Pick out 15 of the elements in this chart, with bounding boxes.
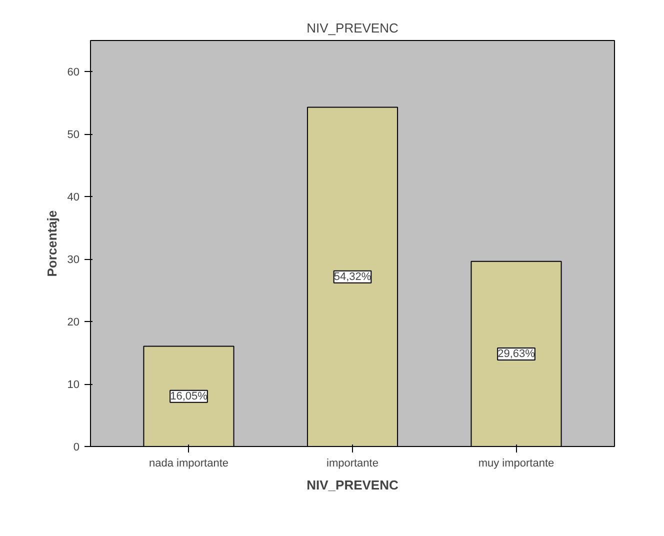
y-tick-label: 0	[73, 442, 80, 454]
y-tick-label: 60	[67, 66, 80, 79]
x-tick-label: muy importante	[478, 458, 554, 470]
chart-title: NIV_PREVENC	[306, 20, 398, 36]
x-tick-label: importante	[326, 458, 378, 470]
y-tick-label: 50	[67, 129, 80, 142]
data-label: 16,05%	[170, 390, 208, 402]
x-axis-title: NIV_PREVENC	[306, 478, 399, 492]
data-label: 29,63%	[498, 348, 536, 360]
y-axis-title: Porcentaje	[44, 210, 60, 277]
y-tick-label: 10	[67, 379, 80, 392]
y-tick-label: 40	[67, 192, 80, 204]
x-tick-label: nada importante	[149, 458, 228, 470]
y-tick-label: 30	[67, 254, 80, 266]
y-tick-label: 20	[67, 316, 80, 329]
